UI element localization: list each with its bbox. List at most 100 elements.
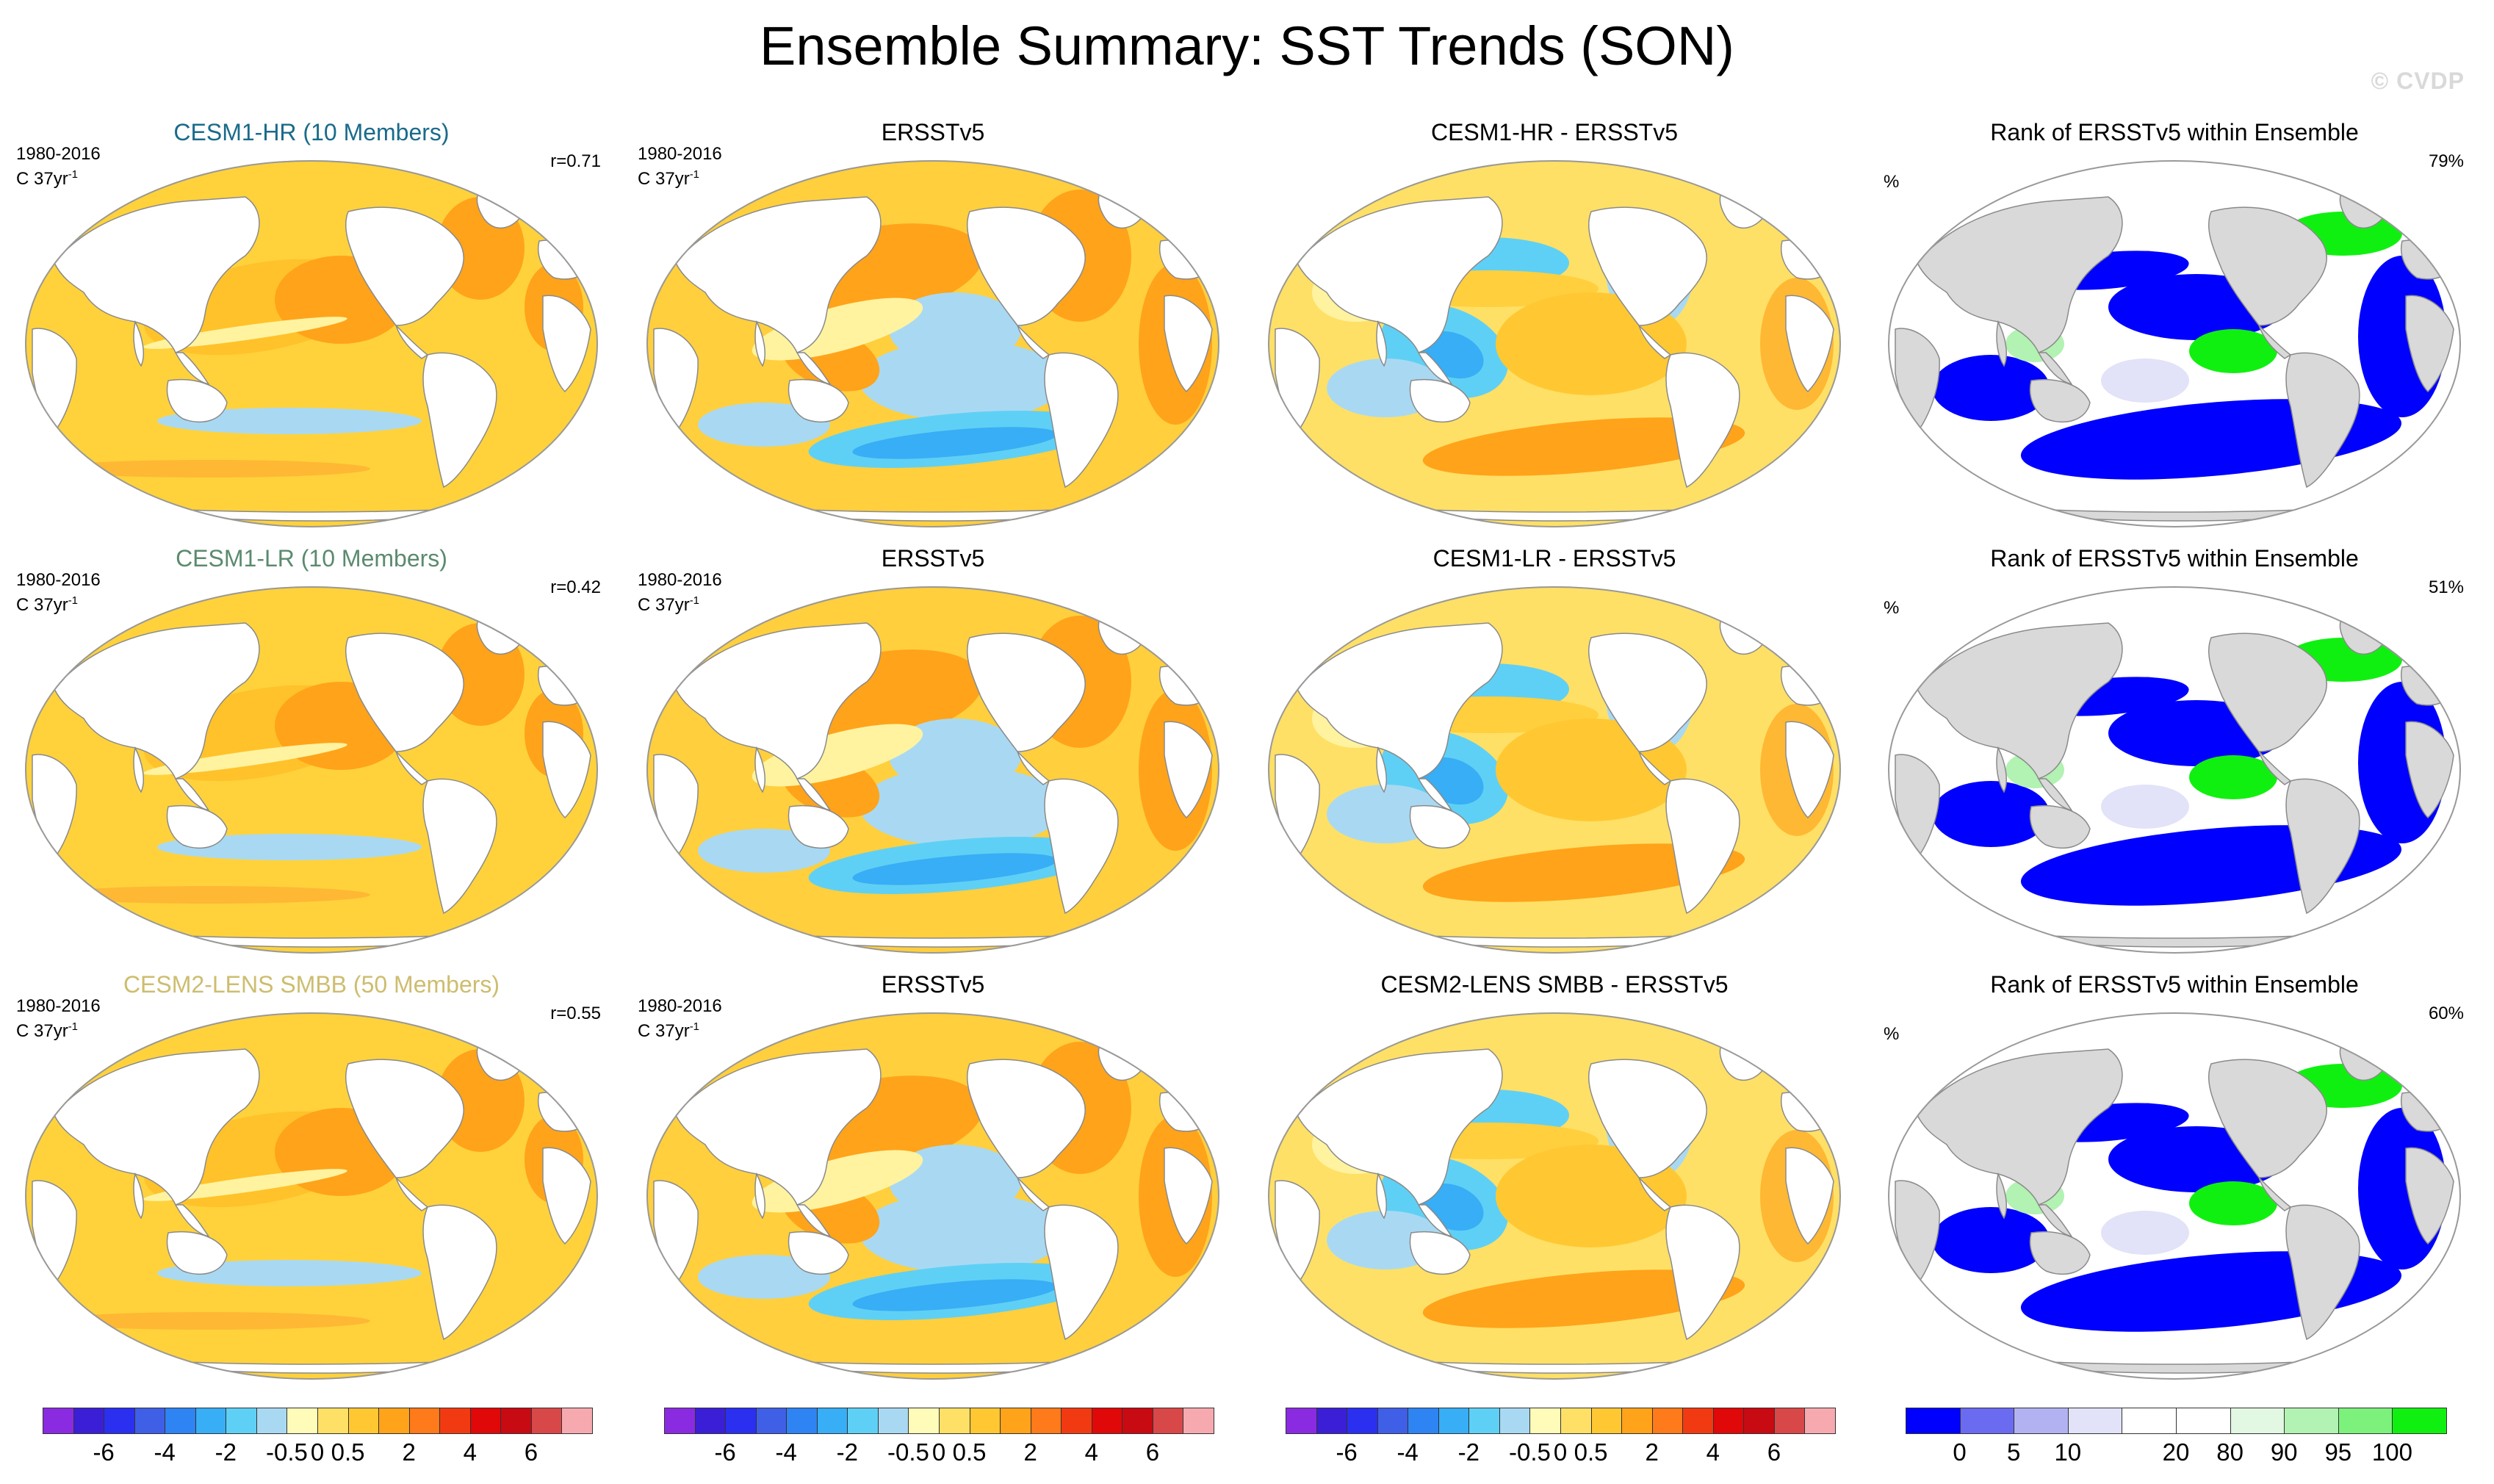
continent-outline [395, 325, 429, 359]
map-anomaly-region [859, 766, 1065, 847]
map-anomaly-region [859, 340, 1065, 421]
colorbar-swatch [664, 1408, 696, 1434]
continent-outline [2285, 778, 2360, 915]
colorbar-swatch [530, 1408, 563, 1434]
continent-outline [2405, 721, 2454, 819]
continent-outline [166, 805, 228, 849]
map-anomaly-region [1422, 1269, 1745, 1328]
colorbar-tick-label: 0 [931, 1438, 946, 1466]
colorbar-swatch [2176, 1408, 2231, 1434]
continent-outline [1164, 295, 1213, 393]
continent-outline [2037, 352, 2073, 386]
colorbar-swatch [725, 1408, 757, 1434]
continent-outline [2258, 751, 2292, 785]
colorbar-tick-label: 80 [2216, 1438, 2243, 1466]
world-map [1268, 1012, 1841, 1380]
colorbar-swatch [969, 1408, 1001, 1434]
colorbar-swatch [43, 1408, 74, 1434]
colorbar-tick-label: 0.5 [331, 1438, 365, 1466]
world-map [25, 1012, 598, 1380]
continent-outline [54, 1048, 260, 1206]
continent-outline [2405, 1147, 2454, 1245]
panel-obs-row2: ERSSTv5 1980-2016 C 37yr-1 [632, 544, 1234, 955]
colorbar-tick-label: 0 [1953, 1438, 1967, 1466]
panel-diff-row3: CESM2-LENS SMBB - ERSSTv5 [1253, 970, 1856, 1381]
continent-outline [1409, 805, 1471, 849]
continent-outline [967, 206, 1086, 326]
colorbar-tick-label: 2 [1645, 1438, 1659, 1466]
panel-obs-row1: ERSSTv5 1980-2016 C 37yr-1 [632, 118, 1234, 529]
continent-outline [754, 320, 766, 367]
colorbar-swatch [1438, 1408, 1470, 1434]
continent-outline [788, 1231, 849, 1275]
continent-outline [1996, 320, 2008, 367]
panel-rank-row3: Rank of ERSSTv5 within Ensemble% 60% [1873, 970, 2476, 1381]
continent-outline [1996, 1172, 2008, 1220]
colorbar-swatch [1347, 1408, 1378, 1434]
map-anomaly-region [2189, 1181, 2277, 1225]
colorbar-swatch [1682, 1408, 1714, 1434]
colorbar-swatch [2284, 1408, 2339, 1434]
map-border [1888, 160, 2461, 527]
colorbar-swatch [195, 1408, 227, 1434]
continent-outline [395, 751, 429, 785]
colorbar-swatch [1468, 1408, 1500, 1434]
map-border [1888, 586, 2461, 954]
colorbar-tick-label: -0.5 [1509, 1438, 1551, 1466]
trend-colorbar-2: -6 -4 -2 -0.5 0 0.5 2 4 6 [664, 1408, 1214, 1481]
colorbar-tick-label: 100 [2371, 1438, 2412, 1466]
map-border [25, 160, 598, 527]
map-border [646, 1012, 1219, 1380]
colorbar-tick-label: -2 [215, 1438, 237, 1466]
continent-outline [1164, 1147, 1213, 1245]
colorbar-swatch [500, 1408, 532, 1434]
continent-outline [1665, 1204, 1740, 1341]
continent-outline [133, 746, 145, 793]
colorbar-tick-label: 20 [2162, 1438, 2190, 1466]
continent-outline [345, 633, 464, 752]
continent-outline [422, 352, 497, 489]
pattern-correlation: r=0.55 [550, 1004, 601, 1023]
period-units-label: 1980-2016 C 37yr-1 [16, 144, 101, 189]
map-anomaly-region [859, 1192, 1065, 1273]
map-anomaly-region [2189, 755, 2277, 799]
rank-unit-label: % [1884, 598, 1900, 618]
map-anomaly-region [1422, 843, 1745, 902]
continent-outline [2285, 352, 2360, 489]
continent-outline [1665, 352, 1740, 489]
continent-outline [2285, 1204, 2360, 1341]
continent-outline [174, 778, 210, 812]
colorbar-swatch [1529, 1408, 1561, 1434]
rank-unit-label: % [1884, 172, 1900, 192]
continent-outline [1376, 1172, 1388, 1220]
colorbar-swatch [1000, 1408, 1031, 1434]
colorbar-swatch [73, 1408, 105, 1434]
map-anomaly-region [698, 829, 830, 873]
colorbar-swatch [165, 1408, 196, 1434]
colorbar-swatch [1590, 1408, 1623, 1434]
continent-outline [133, 320, 145, 367]
map-anomaly-region [1932, 355, 2050, 421]
continent-outline [1638, 751, 1672, 785]
continent-outline [345, 1059, 464, 1178]
continent-outline [1917, 196, 2123, 353]
colorbar-tick-label: -6 [93, 1438, 115, 1466]
continent-outline [788, 805, 849, 849]
world-map [646, 586, 1219, 954]
continent-outline [54, 622, 260, 779]
panel-title-model: CESM1-LR (10 Members) [176, 545, 447, 572]
colorbar-tick-label: -0.5 [887, 1438, 929, 1466]
continent-outline [2208, 1059, 2327, 1178]
colorbar-tick-label: 2 [1023, 1438, 1037, 1466]
continent-outline [1785, 1147, 1834, 1245]
map-border [25, 1012, 598, 1380]
continent-outline [2037, 778, 2073, 812]
colorbar-swatch [1804, 1408, 1836, 1434]
world-map [1888, 160, 2461, 527]
colorbar-swatch [694, 1408, 727, 1434]
map-border [1268, 1012, 1841, 1380]
panel-diff-row2: CESM1-LR - ERSSTv5 [1253, 544, 1856, 955]
continent-outline [542, 721, 591, 819]
colorbar-swatch [1560, 1408, 1592, 1434]
continent-outline [967, 1059, 1086, 1178]
